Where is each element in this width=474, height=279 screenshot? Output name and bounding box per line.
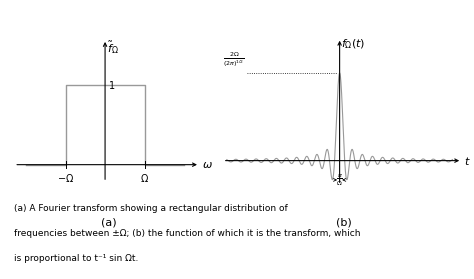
Text: (a) A Fourier transform showing a rectangular distribution of: (a) A Fourier transform showing a rectan…: [14, 204, 288, 213]
Text: $\Omega$: $\Omega$: [140, 172, 149, 184]
Text: (b): (b): [336, 218, 352, 228]
Text: is proportional to t⁻¹ sin Ωt.: is proportional to t⁻¹ sin Ωt.: [14, 254, 138, 263]
Text: $\omega$: $\omega$: [202, 160, 213, 170]
Text: $\frac{2\Omega}{(2\pi)^{1/2}}$: $\frac{2\Omega}{(2\pi)^{1/2}}$: [223, 50, 245, 69]
Text: $\frac{\pi}{\Omega}$: $\frac{\pi}{\Omega}$: [336, 172, 343, 187]
Text: $1$: $1$: [108, 79, 115, 91]
Text: $f_\Omega(t)$: $f_\Omega(t)$: [341, 38, 365, 51]
Text: $-\Omega$: $-\Omega$: [57, 172, 74, 184]
Text: $t$: $t$: [464, 155, 470, 167]
Text: frequencies between ±Ω; (b) the function of which it is the transform, which: frequencies between ±Ω; (b) the function…: [14, 229, 361, 238]
Text: $\tilde{f}_\Omega$: $\tilde{f}_\Omega$: [108, 39, 119, 56]
Text: (a): (a): [101, 218, 117, 228]
